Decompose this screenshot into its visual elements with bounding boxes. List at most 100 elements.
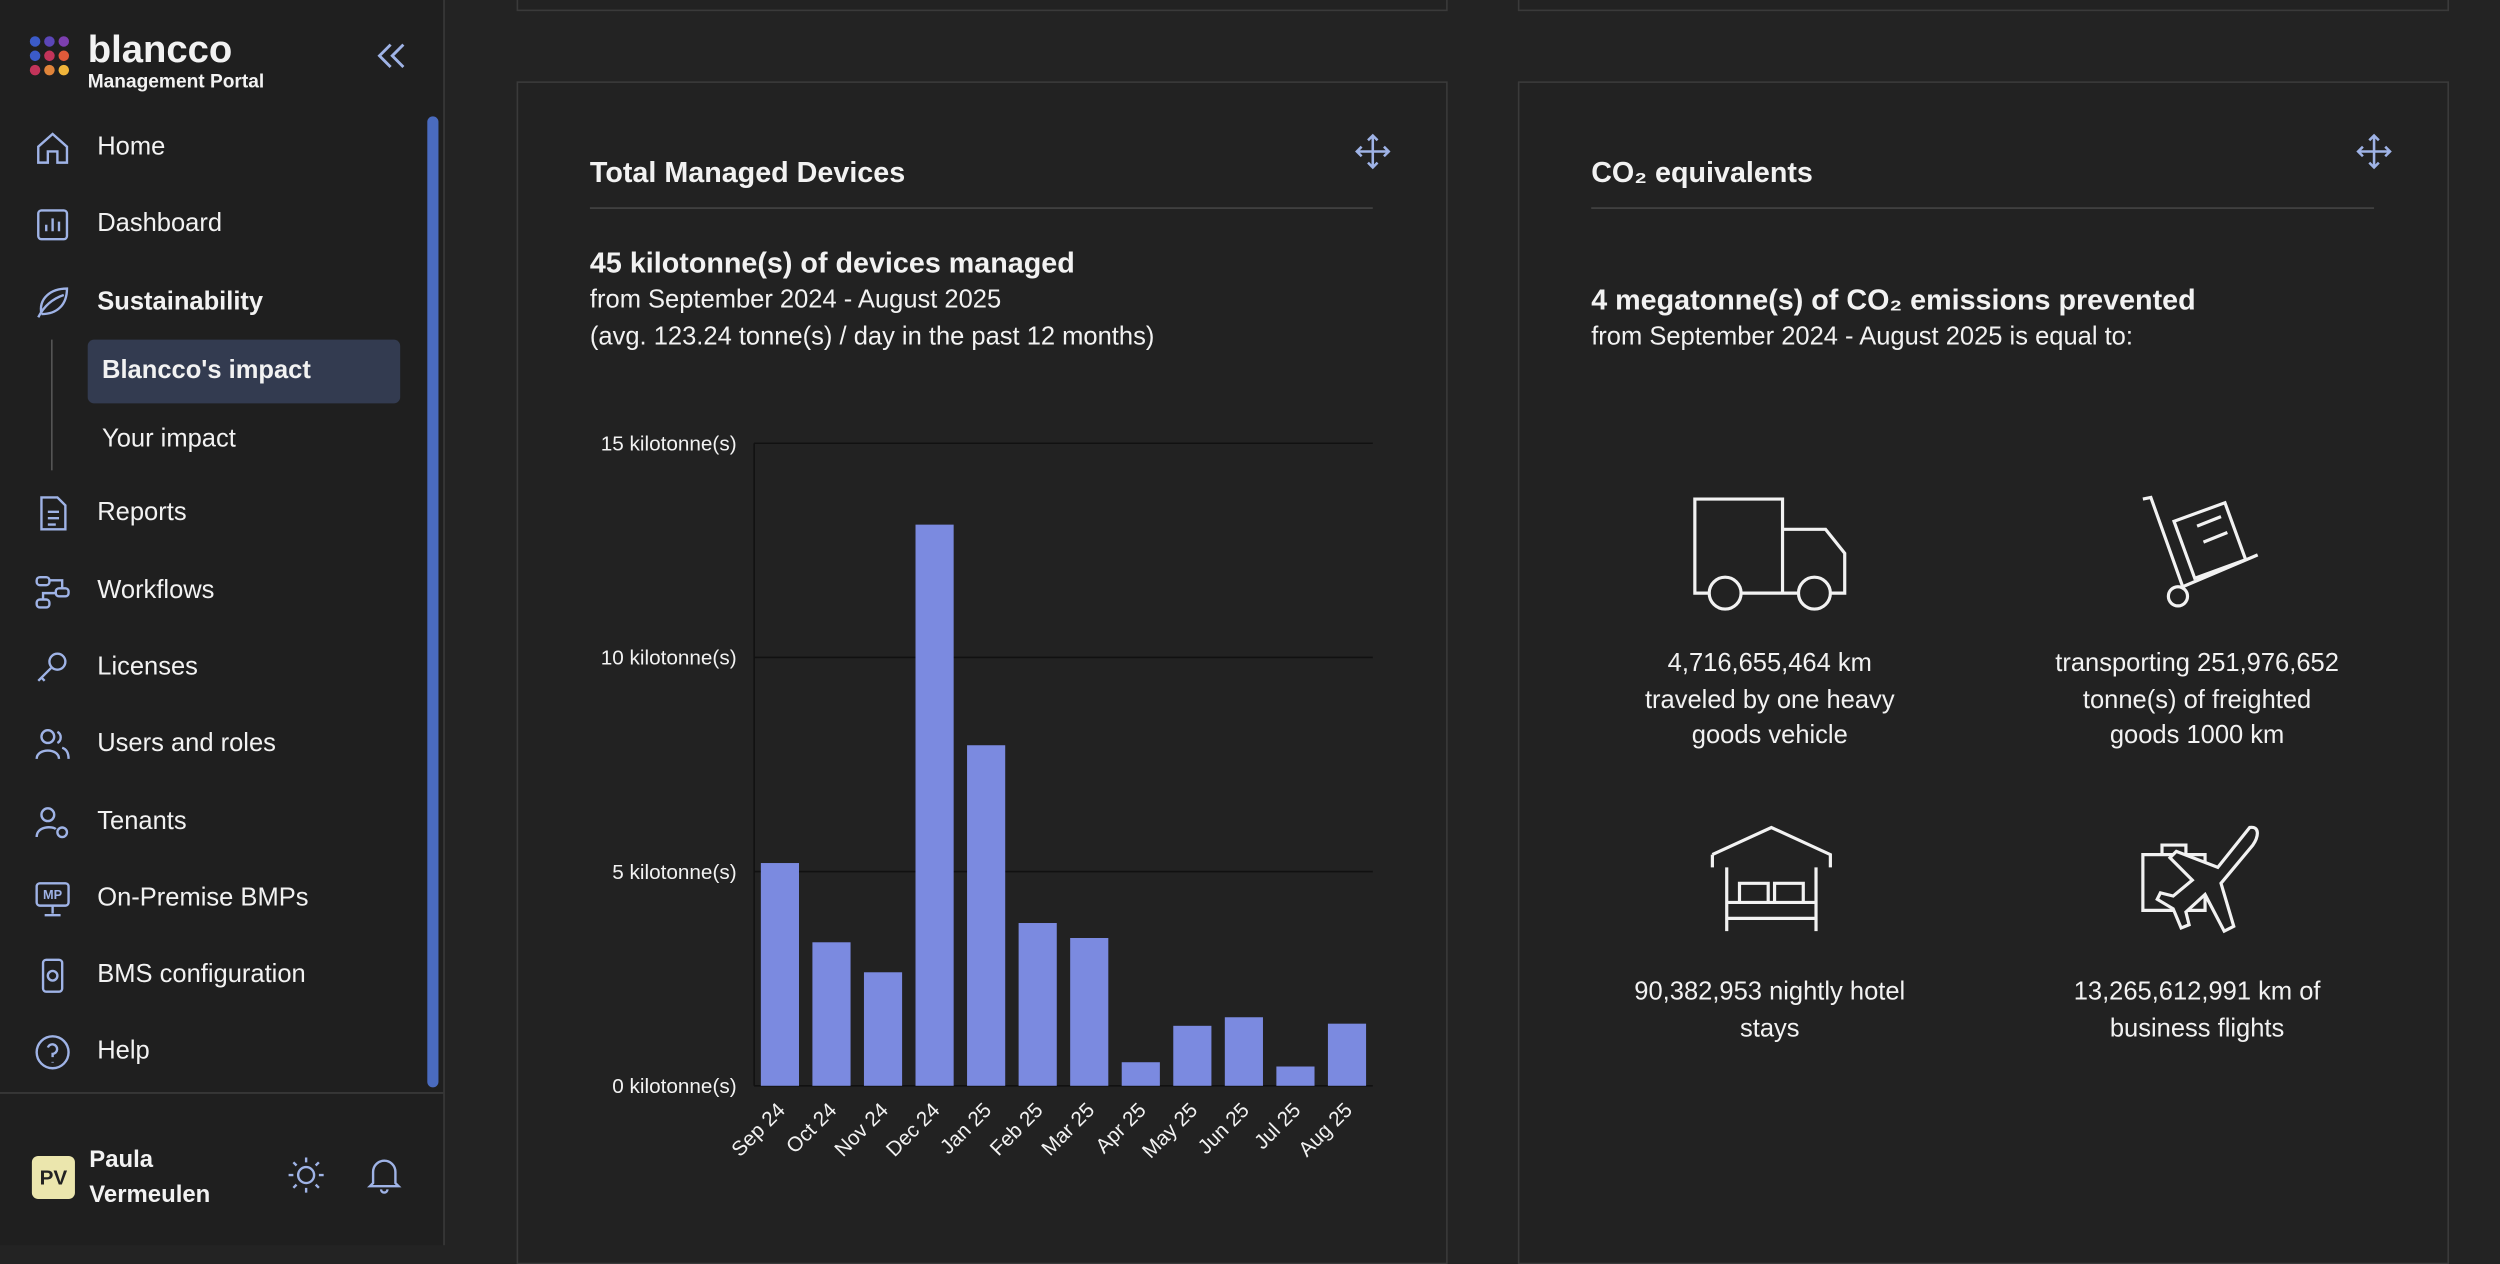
- equivalent-caption: 13,265,612,991 km of business flights: [2006, 976, 2389, 1048]
- nav-item[interactable]: Tenants: [32, 802, 187, 843]
- caption-line: 4,716,655,464 km: [1667, 650, 1872, 678]
- nav-label: On-Premise BMPs: [97, 884, 309, 912]
- scrollbar[interactable]: [427, 116, 439, 1088]
- bar: [1224, 1017, 1263, 1086]
- y-tick-label: 0 kilotonne(s): [612, 1075, 736, 1098]
- travel-icon: [2141, 825, 2259, 934]
- y-tick-label: 15 kilotonne(s): [601, 432, 737, 455]
- nav-label: Blancco's impact: [102, 357, 311, 385]
- caption-line: goods 1000 km: [2109, 722, 2285, 750]
- nav-item[interactable]: Sustainability: [32, 282, 263, 323]
- user-last-name: Vermeulen: [89, 1181, 211, 1209]
- panel-title: Total Managed Devices: [589, 156, 906, 189]
- caption-line: 90,382,953 nightly hotel: [1634, 978, 1906, 1007]
- caption-line: 13,265,612,991 km of: [2073, 978, 2321, 1007]
- sub-nav-rail: [51, 339, 53, 471]
- caption-line: tonne(s) of freighted: [2082, 686, 2312, 714]
- equivalent-caption: 90,382,953 nightly hotel stays: [1578, 976, 1961, 1048]
- average: (avg. 123.24 tonne(s) / day in the past …: [589, 323, 1155, 351]
- nav-item[interactable]: MP On-Premise BMPs: [32, 879, 309, 920]
- nav-item[interactable]: Help: [32, 1032, 150, 1073]
- nav-label: Dashboard: [97, 210, 223, 238]
- period: from September 2024 - August 2025: [589, 286, 1002, 315]
- brand-subtitle: Management Portal: [87, 70, 265, 93]
- co2-panel: CO₂ equivalents 4 megatonne(s) of CO₂ em…: [1517, 81, 2449, 1264]
- panel-above: [1517, 0, 2449, 12]
- theme-toggle[interactable]: [287, 1156, 325, 1194]
- truck-icon: [1693, 497, 1847, 611]
- title-rule: [1591, 207, 2375, 209]
- sidebar: blancco Management Portal Home Dashboard…: [0, 0, 445, 1246]
- nav-item[interactable]: Licenses: [32, 647, 198, 688]
- caption-line: transporting 251,976,652: [2055, 650, 2339, 678]
- x-tick-label: Jun 25: [1194, 1099, 1254, 1159]
- x-tick-label: Jan 25: [936, 1099, 996, 1159]
- nav-item[interactable]: Dashboard: [32, 204, 222, 245]
- panel-above: [516, 0, 1448, 12]
- caption-line: business flights: [2109, 1014, 2285, 1042]
- notifications[interactable]: [365, 1154, 403, 1195]
- avatar[interactable]: PV: [31, 1155, 75, 1199]
- hand-truck-icon: [2142, 495, 2259, 608]
- caption-line: stays: [1740, 1014, 1800, 1042]
- nav-label: Workflows: [97, 577, 215, 605]
- bar: [760, 863, 800, 1086]
- x-tick-label: Mar 25: [1037, 1099, 1099, 1161]
- caption-line: traveled by one heavy: [1644, 686, 1895, 714]
- hotel-icon: [1710, 825, 1832, 932]
- logo-mark: [29, 36, 70, 76]
- equivalent-caption: transporting 251,976,652 tonne(s) of frei…: [2006, 647, 2389, 755]
- panel-title: CO₂ equivalents: [1591, 156, 1813, 189]
- nav-label: Help: [97, 1037, 150, 1066]
- equivalent-caption: 4,716,655,464 km traveled by one heavy goo…: [1578, 647, 1961, 755]
- nav-label: Licenses: [97, 653, 198, 681]
- bar: [1327, 1023, 1367, 1086]
- bar: [812, 942, 851, 1086]
- nav-item[interactable]: Reports: [32, 493, 187, 534]
- nav-label: Your impact: [102, 425, 236, 453]
- y-tick-label: 5 kilotonne(s): [612, 861, 736, 884]
- nav-item[interactable]: Workflows: [32, 571, 215, 612]
- y-tick-label: 10 kilotonne(s): [601, 647, 737, 670]
- sub-nav-item[interactable]: Blancco's impact: [87, 339, 401, 404]
- bar: [1018, 923, 1057, 1086]
- nav-item[interactable]: BMS configuration: [32, 955, 306, 996]
- svg-text:MP: MP: [43, 887, 63, 902]
- x-tick-label: Sep 24: [727, 1099, 790, 1162]
- nav-label: Reports: [97, 499, 187, 527]
- x-tick-label: May 25: [1138, 1099, 1202, 1163]
- x-tick-label: Nov 24: [830, 1099, 893, 1162]
- bar: [1121, 1062, 1160, 1086]
- nav-label: BMS configuration: [97, 961, 306, 989]
- chart: 0 kilotonne(s) 5 kilotonne(s) 10 kilotonne…: [601, 432, 1373, 1163]
- divider: [0, 1092, 444, 1094]
- headline: 4 megatonne(s) of CO₂ emissions prevente…: [1591, 283, 2196, 316]
- period: from September 2024 - August 2025 is equ…: [1591, 323, 2133, 351]
- collapse-button[interactable]: [376, 41, 408, 70]
- sub-nav-item[interactable]: Your impact: [88, 408, 401, 472]
- x-tick-label: Dec 24: [882, 1099, 945, 1162]
- brand: blancco: [87, 28, 233, 72]
- title-rule: [589, 207, 1373, 209]
- nav-item[interactable]: Home: [32, 128, 165, 169]
- nav-label: Sustainability: [97, 288, 264, 316]
- bar: [1070, 938, 1109, 1086]
- devices-panel: Total Managed Devices 45 kilotonne(s) of…: [516, 81, 1448, 1264]
- move-handle[interactable]: [2355, 132, 2393, 170]
- bar: [915, 524, 954, 1086]
- move-handle[interactable]: [1354, 132, 1392, 170]
- x-tick-label: Feb 25: [986, 1099, 1048, 1161]
- x-tick-label: Oct 24: [782, 1099, 841, 1158]
- caption-line: goods vehicle: [1691, 722, 1848, 750]
- x-tick-label: Aug 25: [1294, 1099, 1357, 1162]
- bar: [1276, 1066, 1315, 1086]
- bar: [967, 745, 1006, 1086]
- nav-label: Home: [97, 133, 166, 162]
- headline: 45 kilotonne(s) of devices managed: [589, 247, 1075, 280]
- nav-label: Users and roles: [97, 730, 276, 758]
- bar: [863, 972, 903, 1086]
- nav-item[interactable]: Users and roles: [32, 724, 276, 765]
- nav-label: Tenants: [97, 808, 187, 836]
